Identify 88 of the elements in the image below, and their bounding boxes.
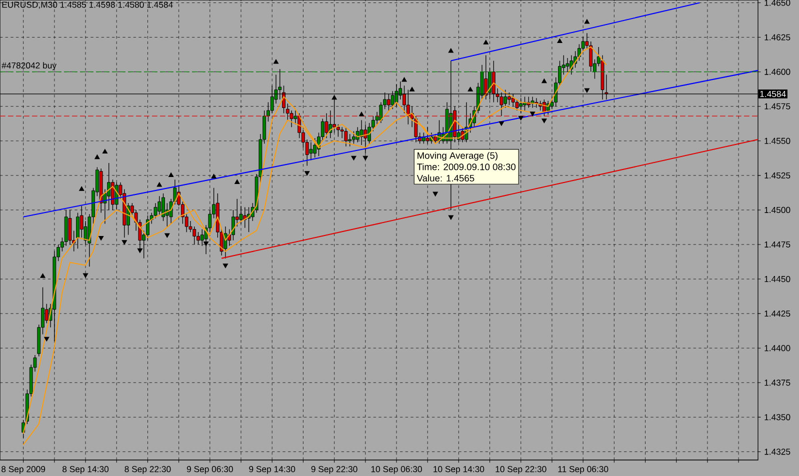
x-tick-label: 8 Sep 22:30	[124, 466, 171, 474]
candlestick	[76, 212, 80, 249]
x-tick-label: 8 Sep 2009	[2, 466, 46, 474]
point	[98, 236, 104, 241]
ref-line-label: 1.4584	[760, 90, 786, 97]
candlestick	[368, 122, 371, 144]
x-tick-label: 10 Sep 06:30	[371, 466, 422, 474]
y-tick-label: 1.4600	[764, 68, 790, 75]
point	[79, 186, 84, 191]
point	[358, 112, 364, 116]
candlestick	[146, 215, 150, 241]
candlestick	[324, 112, 328, 138]
point	[557, 38, 562, 44]
point	[584, 19, 590, 24]
annotation: Value: 1.4565	[416, 174, 474, 182]
candlestick	[360, 120, 364, 146]
point	[468, 86, 473, 92]
candlestick	[158, 196, 162, 216]
candlestick	[309, 142, 313, 161]
chart-title: EURUSD,M30 1.4585 1.4598 1.4580 1.4584	[2, 2, 173, 9]
candlestick	[196, 232, 200, 245]
point	[234, 179, 240, 184]
y-tick-label: 1.4625	[764, 34, 790, 40]
point	[102, 149, 108, 154]
point	[530, 112, 536, 116]
point	[164, 233, 170, 238]
candlestick	[426, 126, 430, 144]
point	[156, 182, 162, 187]
point	[122, 240, 127, 245]
point	[351, 156, 356, 160]
y-tick-label: 1.4425	[764, 310, 790, 317]
point	[362, 156, 368, 160]
point	[137, 248, 143, 253]
point	[94, 154, 100, 160]
annotation: Time: 2009.09.10 08:30	[417, 163, 516, 170]
candlestick	[111, 179, 114, 210]
x-tick-label: 9 Sep 06:30	[186, 466, 233, 474]
point	[273, 59, 279, 64]
candlestick	[232, 210, 235, 241]
candlestick	[379, 102, 383, 124]
point	[304, 171, 310, 176]
point	[448, 215, 454, 220]
x-tick-label: 9 Sep 22:30	[311, 466, 358, 474]
candlestick	[162, 193, 165, 222]
y-tick-label: 1.4350	[764, 414, 790, 420]
candlestick	[344, 126, 348, 147]
point	[584, 88, 590, 93]
candlestick	[519, 98, 523, 114]
point	[168, 172, 174, 178]
point	[542, 118, 547, 124]
y-tick-label: 1.4475	[764, 241, 790, 248]
y-tick-label: 1.4325	[764, 448, 790, 455]
point	[332, 95, 337, 100]
point	[222, 264, 228, 268]
x-tick-label: 8 Sep 14:30	[62, 466, 109, 474]
point	[44, 336, 50, 342]
point	[203, 242, 209, 246]
x-tick-label: 9 Sep 14:30	[249, 466, 296, 474]
point	[483, 40, 488, 44]
point	[402, 77, 407, 82]
y-tick-label: 1.4400	[764, 345, 790, 352]
candlestick	[352, 130, 356, 144]
point	[518, 116, 524, 120]
y-tick-label: 1.4525	[764, 172, 790, 178]
candlestick	[336, 124, 340, 138]
y-tick-label: 1.4500	[764, 206, 790, 214]
point	[40, 273, 46, 278]
candlestick	[348, 134, 352, 147]
y-tick-label: 1.4575	[764, 103, 790, 110]
ref-line-label: #4782042 buy	[2, 62, 56, 70]
candlestick	[364, 124, 368, 154]
point	[542, 78, 547, 84]
y-tick-label: 1.4550	[764, 138, 790, 144]
x-tick-label: 11 Sep 06:30	[558, 466, 608, 474]
point	[498, 121, 504, 126]
x-tick-label: 10 Sep 22:30	[496, 466, 546, 474]
point	[82, 273, 88, 278]
candlestick	[44, 304, 48, 324]
annotation: Moving Average (5)	[418, 152, 498, 161]
point	[432, 192, 438, 196]
y-tick-label: 1.4650	[764, 0, 790, 6]
y-tick-label: 1.4450	[764, 276, 790, 282]
point	[409, 86, 415, 92]
point	[448, 48, 454, 53]
x-tick-label: 10 Sep 14:30	[434, 466, 484, 474]
point	[211, 174, 216, 178]
candlestick	[313, 138, 317, 158]
y-tick-label: 1.4375	[764, 380, 790, 386]
